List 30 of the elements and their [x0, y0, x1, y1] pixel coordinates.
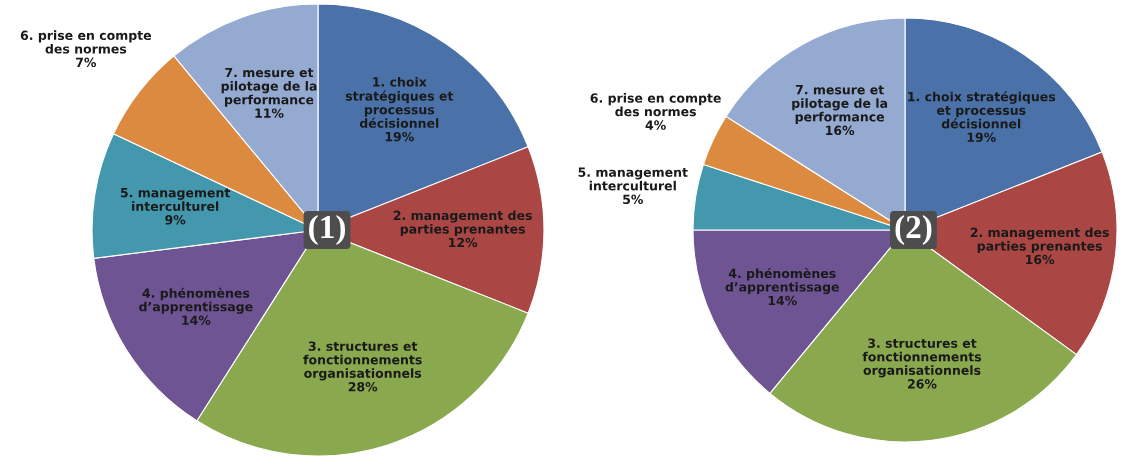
slice-label: 5. management interculturel	[578, 167, 688, 191]
slice-label: 6. prise en compte des normes	[590, 93, 721, 117]
slice-label: 5. management interculturel	[120, 188, 231, 211]
slice-label: 4. phénomènes d’apprentissage	[139, 287, 253, 314]
data-label: 14%	[768, 295, 797, 306]
slice-label: 1. choix stratégiques et processus décisionnel	[908, 91, 1056, 129]
data-label: 16%	[1026, 254, 1055, 265]
slice-label: 2. management des parties prenantes	[393, 210, 532, 237]
slice-label: 3. structures et fonctionnements organisationnels	[862, 338, 982, 378]
data-label: 12%	[449, 237, 478, 248]
data-label: 14%	[182, 315, 211, 325]
text: (2)	[895, 214, 932, 246]
data-label: 16%	[826, 125, 855, 136]
slice-label: 1. choix stratégiques et processus décisionnel	[345, 76, 454, 128]
data-label: 19%	[967, 132, 996, 142]
slice-label: 4. phénomènes d’apprentissage	[725, 267, 839, 295]
data-label: 26%	[908, 379, 937, 389]
data-label: 7%	[76, 57, 97, 68]
slice-label: 7. mesure et pilotage de la performance	[792, 85, 888, 124]
slice-label: 7. mesure et pilotage de la performance	[221, 67, 317, 107]
data-label: 28%	[348, 382, 378, 392]
data-label: 9%	[165, 215, 186, 225]
data-label: 5%	[623, 194, 644, 205]
slice-label: 3. structures et fonctionnements organisationnels	[303, 341, 422, 381]
data-label: 19%	[385, 131, 414, 142]
data-label: 11%	[255, 108, 284, 118]
text: (1)	[309, 214, 346, 246]
slice-label: 6. prise en compte des normes	[20, 30, 152, 54]
slice-label: 2. management des parties prenantes	[970, 227, 1109, 254]
data-label: 4%	[645, 120, 666, 130]
